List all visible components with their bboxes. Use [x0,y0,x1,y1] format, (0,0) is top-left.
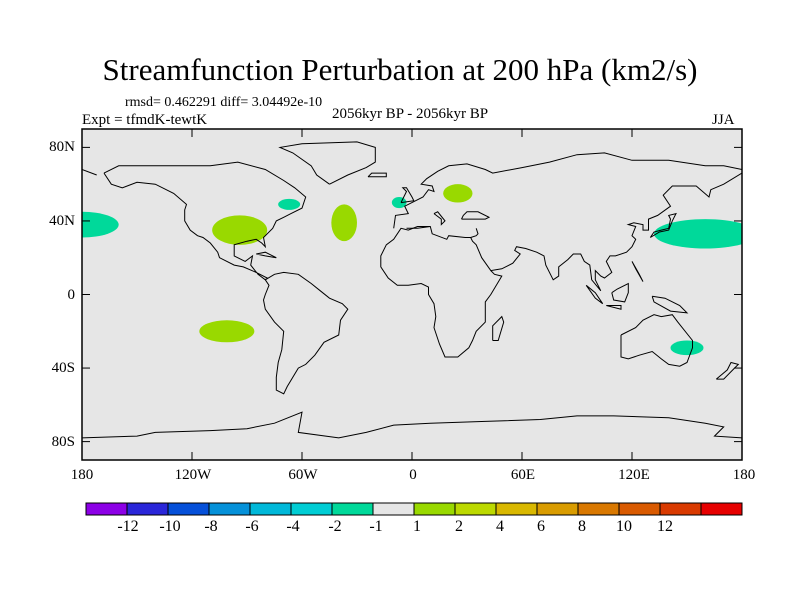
coastline [262,271,349,395]
colorbar-swatch [577,502,620,516]
colorbar-swatch [495,502,538,516]
colorbar-label: -1 [369,518,383,535]
colorbar-swatch [536,502,579,516]
colorbar-label: 6 [537,518,545,535]
colorbar-swatch [249,502,292,516]
colorbar-label: -4 [286,518,300,535]
colorbar-label: 1 [413,518,421,535]
colorbar-label: 2 [455,518,463,535]
coastline [715,361,740,380]
x-tick-label: 180 [732,467,756,483]
colorbar-swatch [618,502,661,516]
colorbar-swatch [85,502,128,516]
south-pacific-positive [199,320,255,343]
map-background [82,129,742,460]
coastline [82,411,742,439]
colorbar-swatch [331,502,374,516]
coastline [649,212,677,238]
y-tick-label: 80N [49,139,75,155]
colorbar-swatch [126,502,169,516]
x-tick-label: 60W [288,467,318,483]
colorbar-label: -6 [245,518,259,535]
north-atlantic-positive [331,204,357,242]
colorbar-swatch [659,502,702,516]
colorbar-label: -10 [159,518,181,535]
coastline [103,161,307,281]
colorbar-swatch [208,502,251,516]
colorbar-swatch [413,502,456,516]
colorbar-label: -12 [117,518,139,535]
coastline [651,295,689,314]
period-label: 2056kyr BP - 2056kyr BP [331,106,489,122]
y-tick-label: 40S [51,360,75,376]
colorbar-label: 8 [578,518,586,535]
coastline [82,169,97,176]
coastline [256,251,277,259]
coastline [611,282,629,303]
colorbar-label: 10 [616,518,632,535]
colorbar-swatch [290,502,333,516]
colorbar-label: -8 [204,518,218,535]
colorbar-swatch [167,502,210,516]
colorbar [85,502,743,516]
chart-title: Streamfunction Perturbation at 200 hPa (… [102,52,698,87]
coastline [585,284,604,305]
europe-positive [443,184,473,203]
coastline [367,172,387,178]
x-tick-label: 120W [174,467,212,483]
coastline [606,305,622,310]
x-tick-label: 120E [618,467,650,483]
coastline [461,211,491,220]
coastline [620,314,693,367]
y-tick-label: 80S [51,434,75,450]
coastline [380,172,742,358]
x-tick-label: 60E [510,467,536,483]
experiment-label: Expt = tfmdK-tewtK [82,112,208,128]
colorbar-swatch [372,502,415,516]
north-pacific-east-negative [82,211,119,238]
x-tick-label: 180 [70,467,94,483]
season-label: JJA [712,112,735,128]
anomaly-layer [82,184,742,356]
coastline [400,187,415,204]
coastline [393,152,742,229]
colorbar-swatch [700,502,743,516]
north-pacific-west-negative [654,219,742,249]
colorbar-label: -2 [328,518,342,535]
east-australia-negative [670,340,704,356]
great-lakes-negative [278,198,301,210]
coastline [278,141,376,185]
y-tick-label: 40N [49,213,75,229]
x-tick-label: 0 [409,467,417,483]
coastline [631,261,644,282]
coastline [470,228,479,238]
colorbar-label: 12 [657,518,673,535]
y-tick-label: 0 [67,287,76,303]
colorbar-label: 4 [496,518,504,535]
coastline [492,315,505,341]
colorbar-swatch [454,502,497,516]
coastlines [82,141,742,439]
stats-label: rmsd= 0.462291 diff= 3.04492e-10 [125,95,323,110]
coastline [433,211,446,226]
coastline [406,226,431,229]
north-america-positive [212,215,268,245]
